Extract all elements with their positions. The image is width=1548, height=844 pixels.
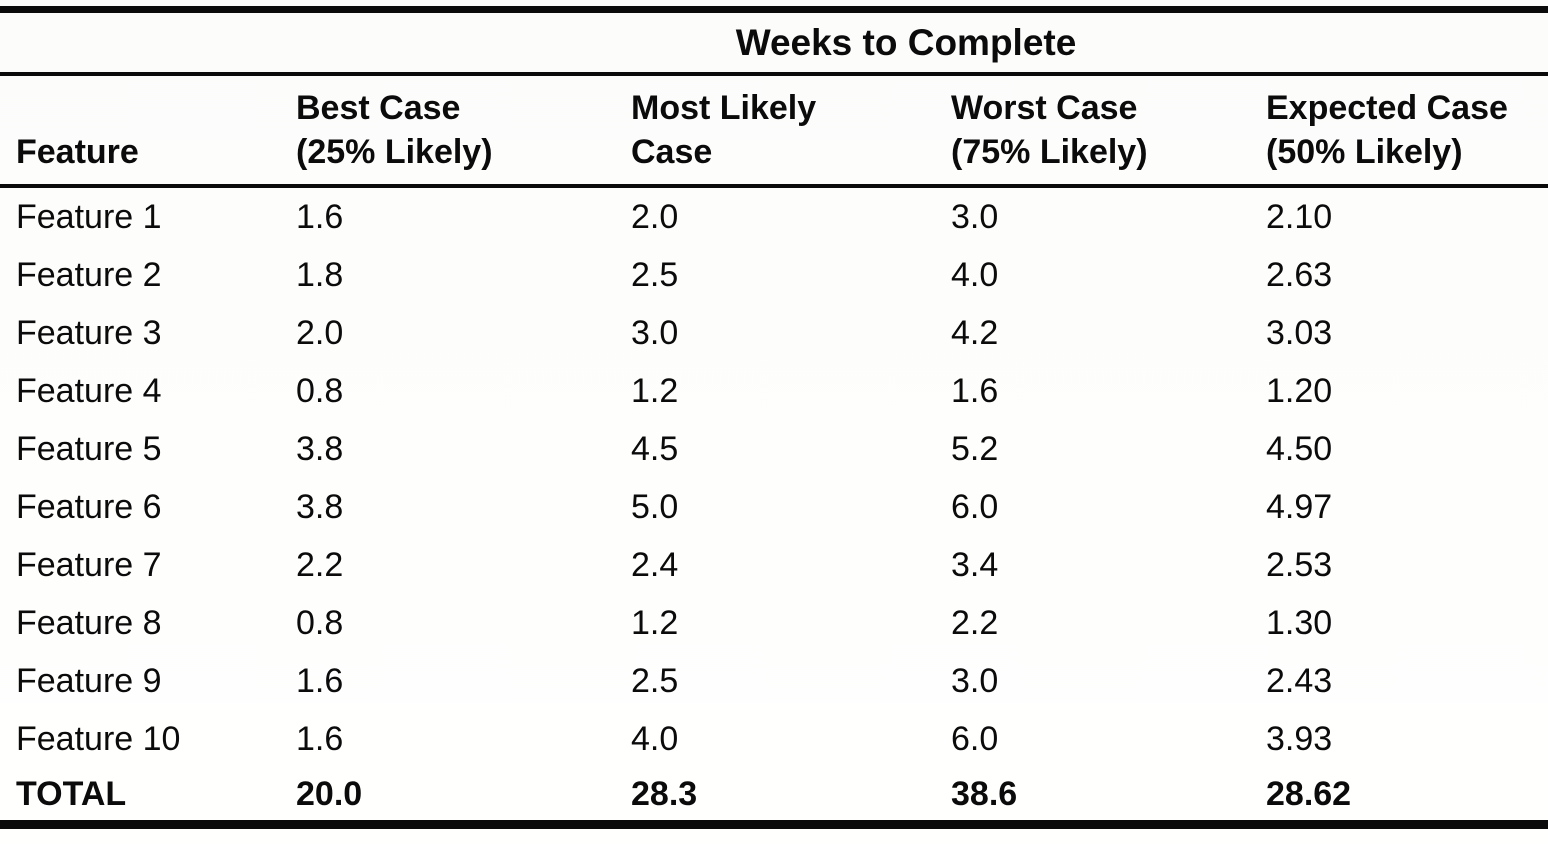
expected-case-value: 1.20 [1266, 371, 1333, 410]
most-likely-value: 2.5 [631, 661, 679, 700]
worst-case-value: 5.2 [951, 429, 999, 468]
feature-label: Feature 7 [16, 545, 162, 584]
best-case-value: 0.8 [296, 603, 344, 642]
worst-case-value: 3.4 [951, 545, 999, 584]
spanner-divider-rule [0, 72, 1548, 76]
best-case-value: 3.8 [296, 487, 344, 526]
total-best-case: 20.0 [296, 774, 363, 813]
top-rule [0, 6, 1548, 13]
expected-case-value: 1.30 [1266, 603, 1333, 642]
best-case-value: 1.6 [296, 197, 344, 236]
header-line: Case [631, 133, 713, 171]
feature-label: Feature 1 [16, 197, 162, 236]
table-row: Feature 7 2.2 2.4 3.4 2.53 [0, 536, 1548, 594]
table-total-row: TOTAL 20.0 28.3 38.6 28.62 [0, 768, 1548, 820]
worst-case-value: 3.0 [951, 661, 999, 700]
expected-case-value: 4.97 [1266, 487, 1333, 526]
expected-case-value: 3.03 [1266, 313, 1333, 352]
header-line: (50% Likely) [1266, 133, 1463, 171]
total-most-likely: 28.3 [631, 774, 698, 813]
header-divider-rule [0, 184, 1548, 188]
most-likely-value: 1.2 [631, 371, 679, 410]
best-case-value: 1.8 [296, 255, 344, 294]
bottom-rule [0, 820, 1548, 829]
header-line: (75% Likely) [951, 133, 1148, 171]
table-row: Feature 5 3.8 4.5 5.2 4.50 [0, 420, 1548, 478]
expected-case-value: 2.63 [1266, 255, 1333, 294]
best-case-value: 2.2 [296, 545, 344, 584]
expected-case-value: 2.53 [1266, 545, 1333, 584]
most-likely-value: 4.5 [631, 429, 679, 468]
table-row: Feature 4 0.8 1.2 1.6 1.20 [0, 362, 1548, 420]
feature-label: Feature 5 [16, 429, 162, 468]
most-likely-value: 5.0 [631, 487, 679, 526]
table-row: Feature 6 3.8 5.0 6.0 4.97 [0, 478, 1548, 536]
column-header-worst-case: Worst Case (75% Likely) [951, 76, 1266, 184]
column-header-row: Feature Best Case (25% Likely) Most Like… [0, 76, 1548, 184]
expected-case-value: 4.50 [1266, 429, 1333, 468]
header-line: Most Likely [631, 89, 817, 127]
best-case-value: 1.6 [296, 661, 344, 700]
feature-label: Feature 9 [16, 661, 162, 700]
header-line: Worst Case [951, 89, 1138, 127]
best-case-value: 0.8 [296, 371, 344, 410]
expected-case-value: 2.43 [1266, 661, 1333, 700]
expected-case-value: 2.10 [1266, 197, 1333, 236]
feature-label: Feature 2 [16, 255, 162, 294]
header-line: Best Case [296, 89, 461, 127]
total-label: TOTAL [16, 774, 127, 813]
column-header-feature: Feature [16, 76, 296, 184]
table-row: Feature 8 0.8 1.2 2.2 1.30 [0, 594, 1548, 652]
table-row: Feature 9 1.6 2.5 3.0 2.43 [0, 652, 1548, 710]
total-expected-case: 28.62 [1266, 774, 1352, 813]
table-row: Feature 1 1.6 2.0 3.0 2.10 [0, 188, 1548, 246]
worst-case-value: 2.2 [951, 603, 999, 642]
header-line: Expected Case [1266, 89, 1508, 127]
best-case-value: 1.6 [296, 719, 344, 758]
feature-label: Feature 4 [16, 371, 162, 410]
header-line: (25% Likely) [296, 133, 493, 171]
most-likely-value: 2.5 [631, 255, 679, 294]
column-header-expected-case: Expected Case (50% Likely) [1266, 76, 1540, 184]
best-case-value: 3.8 [296, 429, 344, 468]
table-body: Feature 1 1.6 2.0 3.0 2.10 Feature 2 1.8… [0, 188, 1548, 820]
worst-case-value: 4.2 [951, 313, 999, 352]
worst-case-value: 1.6 [951, 371, 999, 410]
worst-case-value: 4.0 [951, 255, 999, 294]
column-header-most-likely-case: Most Likely Case [631, 76, 951, 184]
most-likely-value: 3.0 [631, 313, 679, 352]
expected-case-value: 3.93 [1266, 719, 1333, 758]
feature-label: Feature 3 [16, 313, 162, 352]
best-case-value: 2.0 [296, 313, 344, 352]
feature-label: Feature 8 [16, 603, 162, 642]
column-header-best-case: Best Case (25% Likely) [296, 76, 631, 184]
table-row: Feature 3 2.0 3.0 4.2 3.03 [0, 304, 1548, 362]
table-row: Feature 2 1.8 2.5 4.0 2.63 [0, 246, 1548, 304]
feature-label: Feature 6 [16, 487, 162, 526]
header-line: Feature [16, 133, 139, 171]
table-title: Weeks to Complete [735, 21, 1077, 63]
most-likely-value: 4.0 [631, 719, 679, 758]
total-worst-case: 38.6 [951, 774, 1018, 813]
most-likely-value: 2.0 [631, 197, 679, 236]
spanner-band: Weeks to Complete [0, 13, 1548, 72]
most-likely-value: 1.2 [631, 603, 679, 642]
table-row: Feature 10 1.6 4.0 6.0 3.93 [0, 710, 1548, 768]
worst-case-value: 6.0 [951, 719, 999, 758]
most-likely-value: 2.4 [631, 545, 679, 584]
worst-case-value: 6.0 [951, 487, 999, 526]
feature-label: Feature 10 [16, 719, 181, 758]
worst-case-value: 3.0 [951, 197, 999, 236]
